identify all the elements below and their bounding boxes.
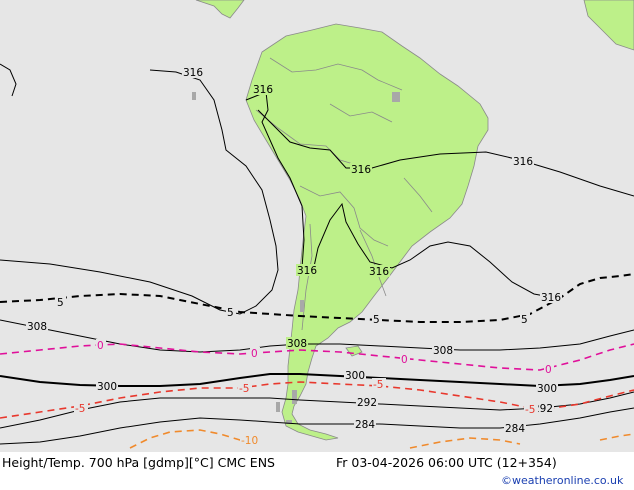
temp-label: 5	[373, 314, 380, 326]
temp-label: -5	[373, 379, 383, 391]
temp-label: 5	[521, 314, 528, 326]
credit-link[interactable]: ©weatheronline.co.uk	[501, 474, 624, 487]
map-title: Height/Temp. 700 hPa [gdmp][°C] CMC ENS	[2, 455, 275, 470]
temp-label: -5	[525, 404, 535, 416]
height-label: 300	[537, 383, 557, 395]
height-label: 316	[351, 164, 371, 176]
isotherm-plus5	[0, 273, 634, 323]
temp-label: 0	[97, 340, 104, 352]
height-contour-labels: 316 316 316 316 316 316 316 308 308 308 …	[26, 66, 562, 435]
temp-label: -10	[241, 435, 258, 447]
height-label: 284	[355, 419, 375, 431]
andes-relief	[192, 92, 400, 424]
height-label: 300	[345, 370, 365, 382]
caribbean-island-land	[583, 0, 634, 51]
height-label: 308	[27, 321, 47, 333]
isotherm-zero	[0, 343, 634, 371]
temp-label: -5	[75, 403, 85, 415]
isotherm-minus5	[0, 381, 634, 419]
map-footer	[0, 452, 634, 490]
temp-label: 5	[227, 307, 234, 319]
temp-label: 0	[251, 348, 258, 360]
height-label: 316	[297, 265, 317, 277]
height-label: 292	[357, 397, 377, 409]
south-america-land	[245, 23, 489, 441]
contour-284	[0, 407, 634, 445]
contour-316-north	[0, 63, 17, 97]
contour-316-pacific	[0, 69, 279, 315]
contour-316-east	[257, 109, 634, 197]
temp-label: 0	[545, 364, 552, 376]
height-label: 316	[513, 156, 533, 168]
height-label: 316	[253, 84, 273, 96]
height-label: 316	[183, 67, 203, 79]
central-america-land	[195, 0, 245, 19]
temp-label: 0	[401, 354, 408, 366]
height-label: 316	[541, 292, 561, 304]
temperature-contour-labels: 5 5 5 5 0 0 0 0 -5 -5 -5 -5 -10	[56, 296, 554, 447]
height-label: 308	[433, 345, 453, 357]
contour-316-inner	[311, 202, 557, 299]
height-label: 284	[505, 423, 525, 435]
temp-label: -5	[239, 383, 249, 395]
height-label: 308	[287, 338, 307, 350]
temp-label: 5	[57, 297, 64, 309]
height-label: 316	[369, 266, 389, 278]
height-label: 300	[97, 381, 117, 393]
valid-time: Fr 03-04-2026 06:00 UTC (12+354)	[336, 455, 557, 470]
contour-308	[0, 319, 634, 353]
height-label: 292	[533, 403, 553, 415]
